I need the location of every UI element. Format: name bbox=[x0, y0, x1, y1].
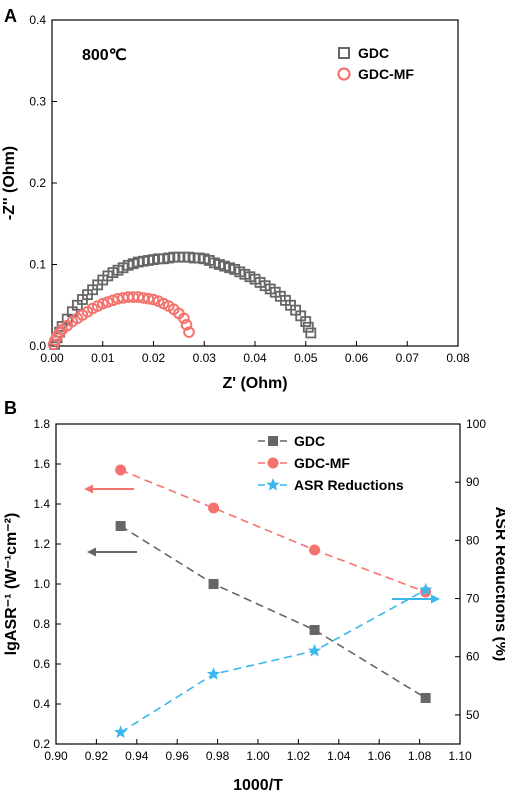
chart-b-right-tick-label: 100 bbox=[466, 417, 486, 431]
chart-b-gdc-arrow-head bbox=[87, 547, 96, 557]
chart-b-gdc-point bbox=[208, 579, 219, 589]
chart-a-gdcmf-point bbox=[178, 312, 190, 325]
chart-a-gdc-point bbox=[300, 316, 312, 327]
chart-a-x-tick-label: 0.07 bbox=[396, 351, 420, 365]
chart-a-y-tick-label: 0.0 bbox=[29, 339, 46, 353]
chart-b-y-tick-label: 1.4 bbox=[33, 497, 50, 511]
chart-b-gdc-point bbox=[115, 521, 126, 531]
chart-b-x-tick-label: 0.94 bbox=[125, 749, 149, 763]
chart-b-x-tick-label: 0.96 bbox=[166, 749, 190, 763]
chart-b-legend-gdc-marker bbox=[268, 436, 278, 446]
chart-b-right-tick-label: 90 bbox=[466, 475, 480, 489]
chart-a-x-tick-label: 0.00 bbox=[40, 351, 64, 365]
chart-b-x-tick-label: 0.98 bbox=[206, 749, 230, 763]
chart-b-reduction-point bbox=[206, 667, 221, 680]
chart-a-gdc-point bbox=[305, 327, 317, 339]
chart-a-legend-gdc: GDC bbox=[358, 45, 389, 61]
chart-b-x-tick-label: 1.00 bbox=[246, 749, 270, 763]
chart-b-x-tick-label: 1.06 bbox=[368, 749, 392, 763]
chart-b-legend-reduction: ASR Reductions bbox=[294, 477, 404, 493]
chart-b-y-tick-label: 1.6 bbox=[33, 457, 50, 471]
chart-b-gdcmf-point bbox=[115, 464, 127, 476]
chart-a-legend: GDC GDC-MF bbox=[337, 45, 414, 82]
chart-b-reduction-line bbox=[120, 589, 427, 734]
panel-b-label: B bbox=[4, 398, 17, 418]
chart-a-series bbox=[47, 251, 317, 351]
chart-b-right-tick-label: 50 bbox=[466, 708, 480, 722]
chart-b-x-tick-label: 0.90 bbox=[44, 749, 68, 763]
chart-b-legend-gdc: GDC bbox=[294, 433, 325, 449]
chart-a-x-tick-label: 0.01 bbox=[91, 351, 115, 365]
chart-b-right-tick-label: 80 bbox=[466, 533, 480, 547]
chart-b-reduction-arrow-head bbox=[431, 594, 440, 604]
chart-a-gdc-point bbox=[302, 321, 314, 333]
chart-b-series bbox=[114, 464, 433, 738]
chart-b-reduction-point bbox=[114, 725, 128, 738]
chart-b-reduction-point bbox=[307, 643, 322, 657]
chart-b-gdc-line bbox=[120, 525, 427, 699]
chart-b: B 0.90 0.92 0.94 0.96 0.98 1.00 1.02 1.04 1.06 1.… bbox=[3, 398, 505, 794]
chart-b-x-tick-label: 0.92 bbox=[85, 749, 109, 763]
chart-a-temperature-annotation: 800℃ bbox=[82, 47, 127, 64]
chart-b-right-tick-label: 60 bbox=[466, 650, 480, 664]
chart-b-legend-gdcmf: GDC-MF bbox=[294, 455, 350, 471]
chart-b-x-tick-label: 1.08 bbox=[408, 749, 432, 763]
chart-b-ticks: 0.90 0.92 0.94 0.96 0.98 1.00 1.02 1.04 1.06 1.08… bbox=[33, 417, 486, 763]
chart-b-y-tick-label: 1.2 bbox=[33, 537, 50, 551]
chart-b-x-tick-label: 1.02 bbox=[287, 749, 311, 763]
chart-b-gdcmf-arrow-head bbox=[84, 484, 93, 494]
chart-b-x-axis-label: 1000/T bbox=[233, 777, 283, 794]
chart-a-gdcmf-point bbox=[142, 292, 155, 305]
chart-a-legend-gdcmf-marker bbox=[337, 67, 351, 81]
chart-a-x-axis-label: Z' (Ohm) bbox=[222, 375, 287, 392]
chart-a-gdcmf-point bbox=[102, 296, 114, 308]
chart-b-legend-reduction-marker bbox=[266, 478, 280, 491]
chart-b-y-tick-label: 0.4 bbox=[33, 697, 50, 711]
chart-a-x-tick-label: 0.08 bbox=[446, 351, 470, 365]
chart-a-x-tick-label: 0.05 bbox=[294, 351, 318, 365]
chart-b-y-axis-label: lgASR⁻¹ (W⁻¹cm⁻²) bbox=[3, 513, 20, 656]
chart-b-reduction-point bbox=[419, 582, 433, 596]
chart-a-y-tick-label: 0.3 bbox=[29, 95, 46, 109]
chart-b-y-tick-label: 1.8 bbox=[33, 417, 50, 431]
chart-b-x-tick-label: 1.04 bbox=[327, 749, 351, 763]
chart-a: A 0.00 0.01 0.02 0.03 0.04 0.05 0.06 0.07 0.080.… bbox=[1, 6, 470, 392]
chart-b-legend-gdcmf-marker bbox=[267, 457, 279, 469]
chart-b-gdc-point bbox=[309, 625, 320, 635]
chart-b-legend: GDC GDC-MF ASR Reductions bbox=[258, 433, 404, 493]
chart-a-x-tick-label: 0.03 bbox=[193, 351, 217, 365]
chart-a-ticks: 0.00 0.01 0.02 0.03 0.04 0.05 0.06 0.07 0.08 0.0 0… bbox=[29, 13, 470, 365]
chart-b-x-tick-label: 1.10 bbox=[448, 749, 472, 763]
chart-a-gdcmf-point bbox=[107, 294, 119, 307]
chart-b-gdcmf-point bbox=[309, 544, 321, 556]
chart-b-right-axis-label: ASR Reductions (%) bbox=[492, 507, 505, 662]
chart-a-gdcmf-point bbox=[147, 293, 160, 306]
chart-a-legend-gdc-marker bbox=[338, 47, 350, 59]
chart-a-gdcmf-point bbox=[53, 327, 66, 339]
chart-a-gdcmf-point bbox=[180, 319, 193, 331]
chart-a-gdcmf-point bbox=[96, 297, 109, 310]
panel-a-label: A bbox=[4, 6, 17, 26]
chart-b-y-tick-label: 0.2 bbox=[33, 737, 50, 751]
chart-b-y-tick-label: 1.0 bbox=[33, 577, 50, 591]
chart-b-gdcmf-point bbox=[208, 502, 220, 514]
chart-a-y-tick-label: 0.4 bbox=[29, 13, 46, 27]
chart-b-y-tick-label: 0.8 bbox=[33, 617, 50, 631]
chart-a-y-tick-label: 0.1 bbox=[29, 258, 46, 272]
chart-b-right-tick-label: 70 bbox=[466, 592, 480, 606]
chart-b-y-tick-label: 0.6 bbox=[33, 657, 50, 671]
chart-a-legend-gdcmf: GDC-MF bbox=[358, 66, 414, 82]
chart-b-gdc-point bbox=[420, 693, 431, 703]
chart-a-y-axis-label: -Z'' (Ohm) bbox=[1, 146, 18, 220]
chart-a-x-tick-label: 0.02 bbox=[142, 351, 166, 365]
chart-b-axis-arrows bbox=[84, 484, 440, 604]
chart-a-x-tick-label: 0.06 bbox=[345, 351, 369, 365]
chart-a-gdcmf-point bbox=[183, 326, 195, 338]
chart-a-x-tick-label: 0.04 bbox=[243, 351, 267, 365]
chart-a-y-tick-label: 0.2 bbox=[29, 176, 46, 190]
